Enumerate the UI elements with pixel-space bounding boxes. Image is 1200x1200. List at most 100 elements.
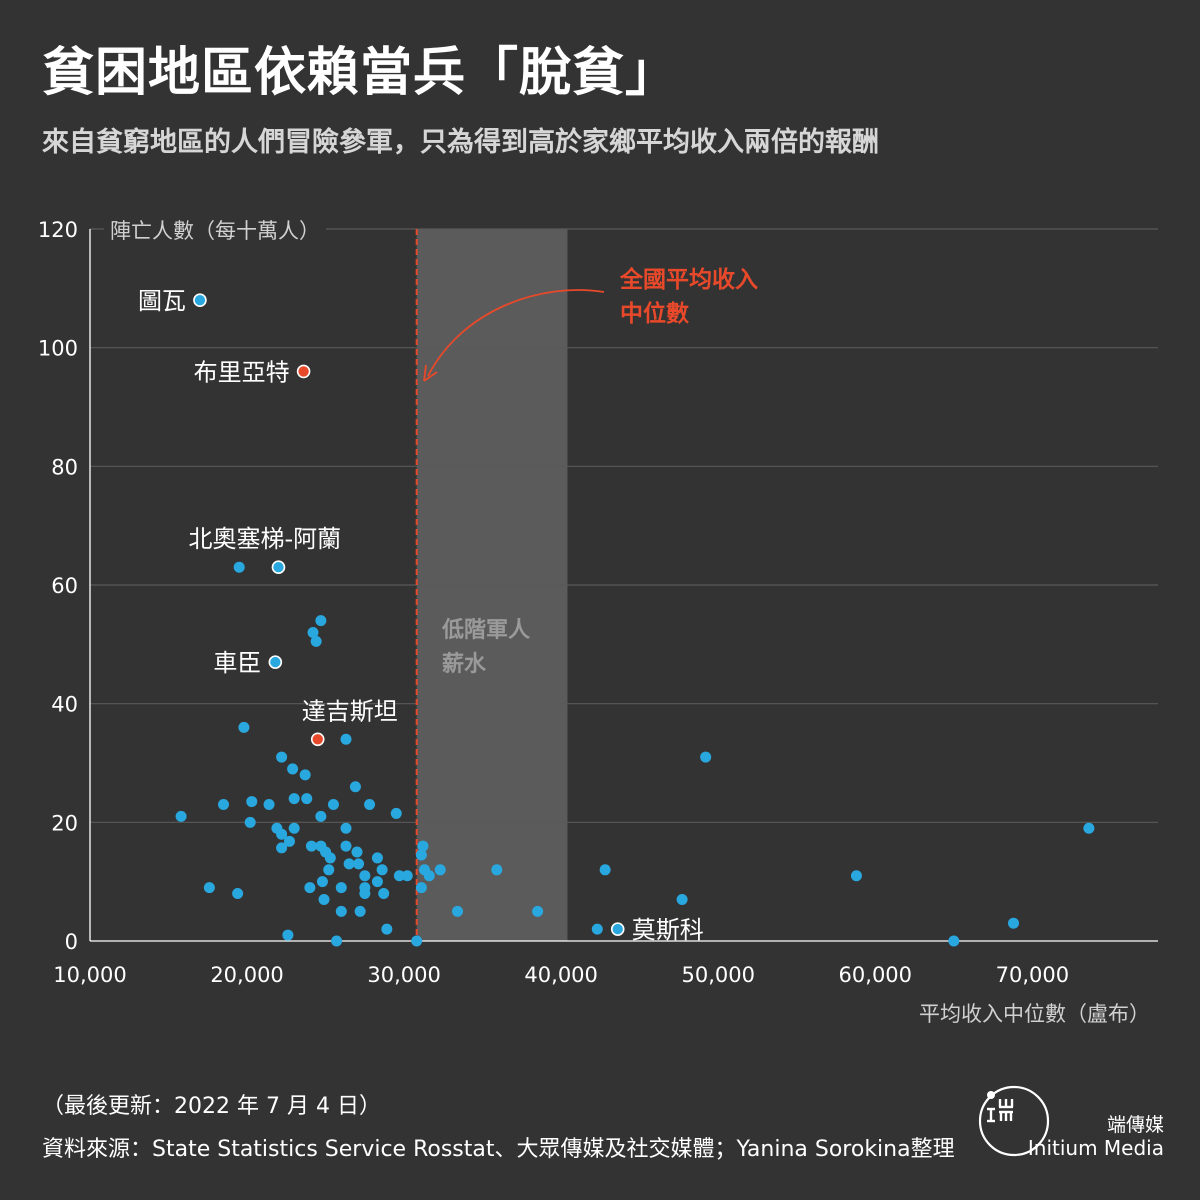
data-point	[335, 882, 347, 894]
y-axis-title: 陣亡人數（每十萬人）	[110, 219, 320, 243]
data-point	[411, 935, 423, 947]
data-point	[340, 840, 352, 852]
data-point	[376, 864, 388, 876]
brand-name-en: Initium Media	[1027, 1136, 1164, 1160]
point-label: 車臣	[213, 649, 261, 677]
annotation-arrowhead	[423, 364, 438, 382]
y-tick-label: 40	[51, 693, 78, 717]
data-point	[218, 799, 229, 811]
point-label: 布里亞特	[194, 358, 290, 386]
data-point	[371, 876, 383, 888]
data-point	[378, 888, 390, 900]
x-tick-label: 40,000	[524, 963, 597, 987]
data-point	[276, 842, 288, 854]
data-point	[676, 893, 688, 905]
data-point	[335, 905, 347, 917]
data-point	[354, 905, 366, 917]
x-tick-label: 70,000	[996, 963, 1069, 987]
data-point	[381, 923, 393, 935]
data-point-labeled	[193, 293, 207, 308]
data-point	[276, 751, 288, 763]
data-point	[423, 870, 435, 882]
band-label: 薪水	[442, 651, 487, 677]
scatter-chart: 0 20 40 60 80 100 120 10,000 20,000 30,000 40,000 5…	[38, 217, 1158, 1026]
data-point	[203, 882, 215, 894]
x-tick-label: 10,000	[53, 963, 126, 987]
data-point	[532, 905, 544, 917]
annotation-arrow	[427, 289, 605, 377]
x-axis-title: 平均收入中位數（盧布）	[919, 1002, 1150, 1026]
data-point	[850, 870, 862, 882]
data-point	[283, 835, 295, 847]
data-point	[318, 893, 330, 905]
point-label: 莫斯科	[632, 916, 704, 944]
data-point	[415, 882, 427, 894]
data-point	[331, 935, 343, 947]
data-point	[1083, 822, 1095, 834]
data-point	[238, 721, 250, 733]
national-median-annotation: 全國平均收入	[619, 266, 758, 293]
y-axis-title-bg	[104, 217, 326, 245]
data-point	[305, 840, 317, 852]
data-point	[599, 864, 611, 876]
data-point-labeled	[296, 364, 311, 379]
data-point	[316, 876, 328, 888]
data-point	[175, 810, 187, 822]
data-point	[244, 816, 256, 828]
y-tick-label: 100	[38, 337, 78, 361]
data-point	[591, 923, 603, 935]
data-point	[948, 935, 960, 947]
data-point	[452, 905, 464, 917]
data-point	[323, 864, 335, 876]
data-point-labeled	[310, 732, 325, 747]
y-tick-label: 0	[65, 930, 78, 954]
data-point	[393, 870, 405, 882]
y-tick-label: 80	[51, 455, 78, 479]
data-point	[340, 733, 352, 745]
data-point	[233, 561, 245, 573]
data-point	[351, 846, 363, 858]
data-point	[700, 751, 712, 763]
data-point	[276, 828, 288, 840]
data-point	[299, 769, 311, 781]
data-point	[263, 799, 275, 811]
data-point	[1008, 917, 1020, 929]
data-point	[301, 793, 313, 805]
data-point	[315, 615, 327, 627]
data-point	[327, 799, 339, 811]
data-source-note: 資料來源：State Statistics Service Rosstat、大眾…	[42, 1137, 955, 1162]
y-tick-label: 60	[51, 574, 78, 598]
data-point	[304, 882, 316, 894]
data-point	[401, 870, 413, 882]
band-label: 低階軍人	[441, 618, 530, 643]
x-tick-label: 60,000	[839, 963, 912, 987]
x-tick-label: 30,000	[367, 963, 440, 987]
y-tick-label: 120	[38, 218, 78, 242]
data-point	[288, 822, 300, 834]
data-point	[371, 852, 383, 864]
data-point	[310, 635, 322, 647]
national-median-annotation: 中位數	[620, 300, 689, 327]
data-point	[359, 888, 371, 900]
data-point	[415, 849, 427, 861]
initium-logo-icon	[978, 1085, 1050, 1157]
x-tick-label: 20,000	[210, 963, 283, 987]
data-point	[349, 781, 361, 793]
data-point-labeled	[610, 922, 625, 936]
data-point	[417, 840, 429, 852]
data-point	[434, 864, 446, 876]
data-point	[340, 822, 352, 834]
data-point	[353, 858, 365, 870]
data-point	[246, 796, 258, 808]
data-point	[491, 864, 503, 876]
data-point	[288, 793, 300, 805]
brand-name-zh: 端傳媒	[1106, 1114, 1164, 1136]
data-point	[307, 626, 319, 638]
data-point	[315, 810, 327, 822]
data-point	[282, 929, 294, 941]
data-point	[343, 858, 355, 870]
point-label: 圖瓦	[138, 287, 186, 315]
page-title: 貧困地區依賴當兵「脫貧」	[42, 43, 679, 103]
point-label: 北奧塞梯-阿蘭	[188, 525, 341, 553]
data-point	[390, 807, 402, 819]
